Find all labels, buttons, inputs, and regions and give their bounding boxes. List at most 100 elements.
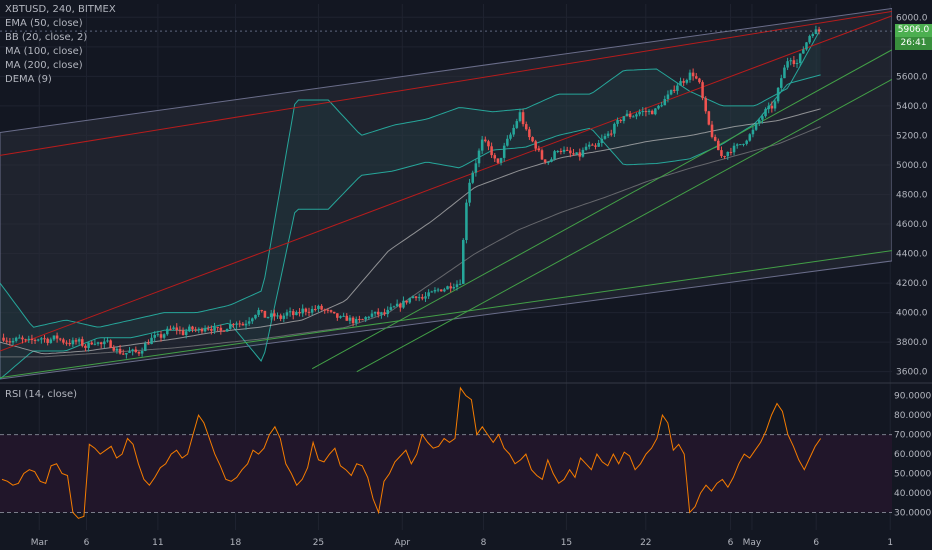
candle-body bbox=[389, 307, 393, 310]
candle-body bbox=[68, 342, 71, 345]
candle-body bbox=[109, 340, 112, 348]
candle-body bbox=[219, 327, 223, 331]
candle-body bbox=[537, 148, 541, 151]
trend-line-green-2 bbox=[311, 49, 893, 370]
candle-body bbox=[354, 318, 358, 324]
indicator-ma100: MA (100, close) bbox=[5, 46, 83, 57]
candle-body bbox=[720, 150, 723, 157]
price-axis[interactable]: 6000.05800.05600.05400.05200.05000.04800… bbox=[892, 0, 932, 382]
candle-body bbox=[36, 339, 40, 341]
candle-body bbox=[33, 339, 37, 341]
candle-body bbox=[496, 158, 500, 163]
candle-body bbox=[786, 61, 789, 68]
price-tick-label: 4600.0 bbox=[896, 220, 928, 230]
candle-body bbox=[676, 85, 679, 91]
candle-body bbox=[783, 67, 786, 79]
candle-body bbox=[540, 150, 544, 160]
candle-body bbox=[814, 29, 818, 35]
indicator-ma200: MA (200, close) bbox=[5, 60, 83, 71]
candle-body bbox=[713, 136, 717, 141]
candle-body bbox=[748, 134, 752, 141]
candle-body bbox=[90, 342, 94, 345]
candle-body bbox=[5, 340, 8, 342]
price-tick-label: 6000.0 bbox=[896, 13, 928, 23]
rsi-panel[interactable]: 90.0000 80.0000 70.0000 60.0000 50.0000 40.00… bbox=[0, 384, 932, 530]
candle-body bbox=[87, 342, 90, 348]
candle-body bbox=[166, 328, 169, 335]
time-axis[interactable]: Mar 6 11 18 25 Apr 8 15 22 6 May 6 1 bbox=[31, 538, 893, 548]
candle-body bbox=[52, 335, 56, 340]
candle-body bbox=[291, 311, 295, 316]
candle-body bbox=[436, 289, 440, 291]
candle-body bbox=[666, 94, 670, 100]
candle-body bbox=[137, 351, 141, 354]
candle-body bbox=[528, 129, 531, 138]
candle-body bbox=[644, 111, 648, 113]
candle-body bbox=[93, 343, 97, 345]
candle-body bbox=[688, 72, 692, 80]
candle-body bbox=[458, 283, 462, 285]
price-tick-label: 5400.0 bbox=[896, 102, 928, 112]
candle-body bbox=[672, 89, 676, 91]
candle-body bbox=[581, 149, 585, 157]
candle-body bbox=[773, 101, 777, 109]
candle-body bbox=[745, 140, 748, 144]
candle-body bbox=[143, 343, 147, 351]
candle-body bbox=[663, 99, 667, 106]
candle-body bbox=[62, 339, 65, 343]
candle-body bbox=[121, 353, 125, 355]
candle-body bbox=[238, 323, 241, 325]
price-tick-label: 4200.0 bbox=[896, 279, 928, 289]
candle-body bbox=[285, 312, 289, 316]
candle-body bbox=[367, 316, 371, 318]
candle-body bbox=[553, 151, 556, 160]
candle-body bbox=[603, 136, 607, 139]
candle-body bbox=[694, 76, 698, 79]
candle-body bbox=[657, 105, 660, 109]
candle-body bbox=[342, 315, 345, 317]
candle-body bbox=[521, 112, 525, 125]
candle-body bbox=[534, 141, 537, 149]
candle-body bbox=[55, 335, 59, 339]
candle-body bbox=[241, 323, 245, 326]
time-tick-label: 11 bbox=[152, 538, 163, 548]
candle-body bbox=[339, 316, 342, 318]
candle-body bbox=[443, 289, 446, 292]
indicator-bb: BB (20, close, 2) bbox=[5, 32, 88, 43]
candle-body bbox=[757, 119, 761, 124]
candle-body bbox=[669, 89, 673, 95]
candle-body bbox=[298, 311, 301, 314]
candle-body bbox=[509, 134, 512, 139]
candle-body bbox=[317, 305, 320, 310]
candle-body bbox=[471, 172, 474, 183]
rsi-axis-bg bbox=[892, 384, 932, 530]
candle-body bbox=[153, 334, 156, 338]
candle-body bbox=[402, 300, 405, 308]
candle-body bbox=[326, 309, 330, 311]
candle-body bbox=[43, 338, 46, 340]
indicator-ema: EMA (50, close) bbox=[5, 18, 83, 29]
candle-body bbox=[638, 111, 641, 115]
candle-body bbox=[449, 286, 452, 289]
candle-body bbox=[654, 108, 657, 115]
candle-body bbox=[175, 327, 179, 331]
candle-body bbox=[178, 330, 182, 332]
candle-body bbox=[698, 78, 701, 83]
candle-body bbox=[229, 323, 232, 329]
candle-body bbox=[364, 317, 367, 320]
candle-body bbox=[156, 334, 160, 336]
candle-body bbox=[550, 159, 553, 162]
candle-body bbox=[197, 328, 201, 330]
candle-body bbox=[565, 149, 569, 151]
candle-body bbox=[484, 139, 487, 142]
candle-body bbox=[764, 109, 767, 117]
candle-body bbox=[594, 145, 597, 147]
candle-body bbox=[512, 127, 515, 135]
bb-lower bbox=[0, 74, 821, 380]
candle-body bbox=[717, 140, 720, 151]
candle-body bbox=[701, 82, 704, 99]
candle-body bbox=[792, 60, 796, 64]
candle-body bbox=[304, 308, 308, 312]
candle-body bbox=[159, 334, 163, 338]
